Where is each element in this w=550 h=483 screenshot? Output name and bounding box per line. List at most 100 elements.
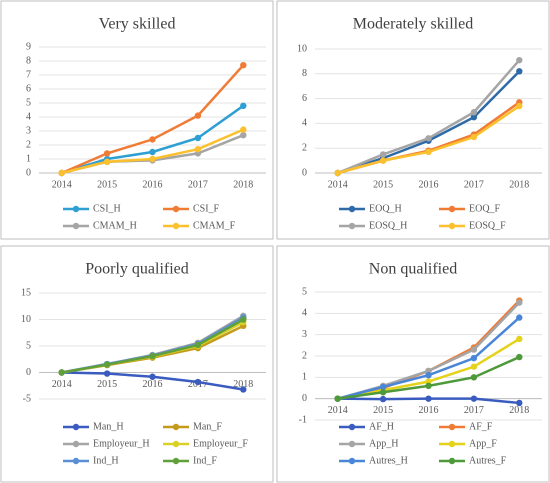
y-tick-label: 3	[26, 125, 31, 136]
legend-marker	[348, 205, 356, 213]
y-tick-label: 6	[302, 93, 307, 104]
x-tick-label: 2015	[97, 179, 117, 190]
legend-marker	[72, 205, 80, 213]
legend-marker	[448, 222, 456, 230]
legend-label: App_F	[469, 438, 497, 449]
point	[103, 150, 111, 157]
x-tick-label: 2016	[143, 379, 163, 390]
legend-marker	[448, 423, 456, 431]
legend-label: EOSQ_F	[469, 220, 506, 231]
point	[334, 169, 341, 177]
x-tick-label: 2017	[188, 179, 208, 190]
y-tick-label: 5	[26, 97, 31, 108]
y-tick-label: 1	[302, 372, 307, 383]
point	[194, 378, 202, 386]
y-tick-label: 2	[302, 350, 307, 361]
point	[149, 148, 156, 156]
point	[516, 399, 523, 407]
legend-marker	[348, 423, 356, 431]
chart-title: Moderately skilled	[353, 16, 473, 33]
y-tick-label: 8	[302, 68, 307, 79]
x-tick-label: 2016	[143, 179, 163, 190]
point	[58, 169, 65, 177]
y-tick-label: 4	[26, 111, 31, 122]
legend-marker	[448, 205, 456, 213]
legend-marker	[172, 205, 180, 213]
point	[149, 352, 156, 360]
x-tick-label: 2014	[52, 379, 72, 390]
panel-border	[276, 0, 550, 240]
chart-title: Very skilled	[99, 16, 176, 33]
legend-label: AF_H	[369, 421, 394, 432]
point	[516, 314, 523, 321]
legend-label: Employeur_F	[193, 438, 248, 449]
legend-label: Autres_F	[469, 455, 507, 466]
x-tick-label: 2014	[328, 405, 348, 416]
x-tick-label: 2016	[419, 179, 439, 190]
y-tick-label: 6	[26, 83, 31, 94]
legend-label: CMAM_H	[93, 220, 137, 231]
legend-label: CSI_F	[193, 203, 220, 214]
point	[516, 353, 523, 361]
legend-marker	[72, 423, 80, 431]
legend-marker	[72, 457, 80, 465]
point	[470, 346, 478, 353]
legend-label: App_H	[369, 438, 398, 449]
point	[194, 134, 202, 142]
y-tick-label: 0	[26, 167, 31, 178]
point	[470, 114, 478, 121]
point	[240, 132, 247, 139]
point	[379, 389, 387, 396]
point	[58, 369, 65, 376]
point	[516, 335, 523, 343]
point	[379, 383, 387, 391]
x-tick-label: 2017	[464, 179, 484, 190]
point	[425, 148, 432, 156]
legend-label: EOSQ_H	[369, 220, 407, 231]
point	[379, 151, 387, 158]
point	[334, 395, 341, 402]
legend-label: EOQ_H	[369, 203, 402, 214]
x-tick-label: 2014	[52, 179, 72, 190]
legend-label: Man_F	[193, 421, 222, 432]
legend-marker	[348, 222, 356, 230]
y-tick-label: 5	[302, 286, 307, 297]
point	[103, 370, 111, 377]
panel-border	[0, 245, 274, 483]
y-tick-label: 5	[26, 340, 31, 351]
y-tick-label: 10	[297, 43, 307, 54]
x-tick-label: 2018	[509, 405, 529, 416]
legend-marker	[172, 423, 180, 431]
y-tick-label: 1	[26, 153, 31, 164]
y-tick-label: -5	[23, 393, 31, 404]
point	[240, 386, 247, 393]
point	[516, 68, 523, 75]
legend-label: CMAM_F	[193, 220, 236, 231]
point	[516, 56, 523, 64]
point	[470, 374, 478, 381]
legend-label: EOQ_F	[469, 203, 501, 214]
point	[516, 299, 523, 306]
chart-title: Non qualified	[369, 261, 457, 278]
y-tick-label: 2	[302, 142, 307, 153]
point	[470, 133, 478, 141]
x-tick-label: 2015	[373, 179, 393, 190]
x-tick-label: 2018	[509, 179, 529, 190]
y-tick-label: 9	[26, 41, 31, 52]
legend-label: Man_H	[93, 421, 124, 432]
point	[425, 382, 432, 390]
y-tick-label: 10	[21, 314, 31, 325]
point	[470, 363, 478, 370]
point	[149, 136, 156, 143]
point	[470, 354, 478, 362]
point	[470, 109, 478, 116]
point	[149, 373, 156, 380]
chart-panel: Poorly qualified-50510152014201520162017…	[0, 245, 274, 483]
point	[240, 126, 247, 133]
legend-marker	[172, 440, 180, 448]
legend-marker	[348, 457, 356, 465]
y-tick-label: 0	[26, 367, 31, 378]
point	[425, 372, 432, 379]
point	[194, 112, 202, 119]
